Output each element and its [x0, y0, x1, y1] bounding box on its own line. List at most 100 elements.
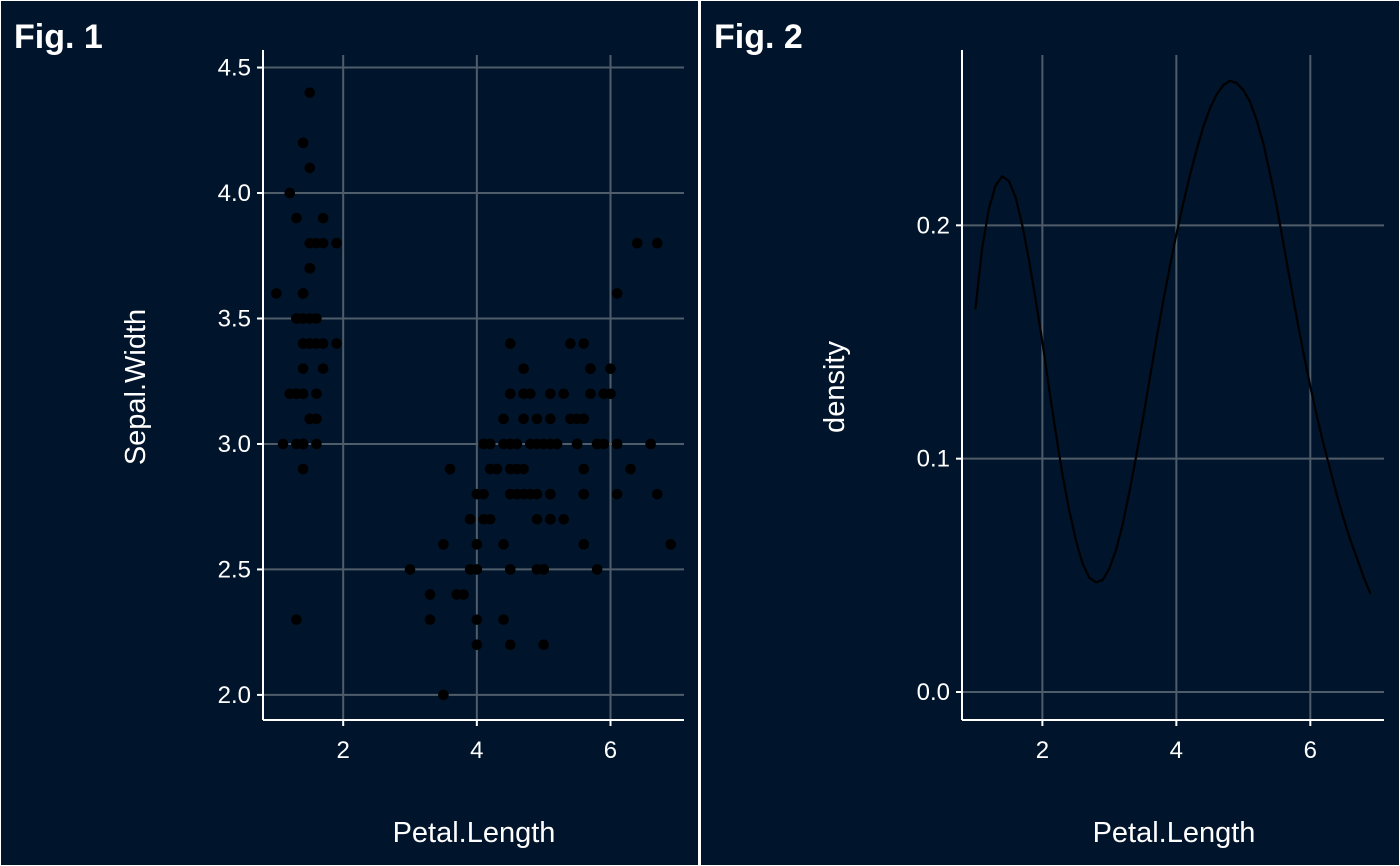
data-point — [491, 463, 503, 475]
panel-1-x-axis-title: Petal.Length — [393, 817, 556, 849]
data-point — [297, 137, 309, 149]
data-point — [631, 237, 643, 249]
data-point — [311, 438, 322, 450]
y-tick-label: 0.1 — [917, 446, 950, 473]
data-point — [558, 388, 570, 400]
panel-1-points — [271, 87, 676, 701]
data-point — [531, 513, 543, 525]
data-point — [471, 539, 483, 550]
data-point — [317, 212, 329, 224]
density-line — [974, 79, 1372, 595]
data-point — [451, 589, 463, 600]
data-point — [331, 338, 342, 349]
x-tick-label: 4 — [1170, 737, 1183, 764]
data-point — [291, 614, 302, 625]
data-point — [565, 413, 576, 425]
data-point — [605, 363, 616, 374]
data-point — [645, 438, 656, 450]
data-point — [511, 438, 523, 450]
data-point — [424, 614, 436, 625]
data-point — [484, 438, 496, 450]
data-point — [585, 363, 596, 374]
data-point — [471, 564, 483, 575]
panel-1-y-axis-title: Sepal.Width — [120, 309, 152, 465]
y-tick-label: 3.0 — [218, 431, 251, 458]
panel-2-tag: Fig. 2 — [714, 18, 803, 56]
data-point — [538, 639, 549, 651]
data-point — [478, 488, 489, 500]
data-point — [304, 413, 316, 425]
data-point — [304, 263, 316, 274]
panel-1-background — [1, 1, 698, 865]
data-point — [311, 313, 322, 324]
x-tick-label: 4 — [470, 737, 483, 764]
data-point — [525, 388, 536, 400]
y-tick-label: 0.2 — [917, 212, 950, 239]
data-point — [498, 539, 509, 550]
data-point — [504, 338, 516, 349]
data-point — [291, 313, 302, 324]
data-point — [404, 564, 416, 575]
data-point — [545, 488, 556, 500]
x-tick-label: 2 — [1036, 737, 1049, 764]
data-point — [484, 513, 496, 525]
x-tick-label: 6 — [1304, 737, 1317, 764]
data-point — [504, 488, 516, 500]
panel-1-x-ticks: 2 4 6 — [337, 720, 617, 764]
data-point — [611, 488, 623, 500]
data-point — [504, 564, 516, 575]
data-point — [578, 338, 590, 349]
y-tick-label: 4.5 — [218, 55, 251, 82]
data-point — [297, 363, 309, 374]
data-point — [317, 363, 329, 374]
data-point — [444, 463, 456, 475]
data-point — [297, 288, 309, 299]
data-point — [311, 388, 322, 400]
panel-1-tag: Fig. 1 — [14, 18, 103, 56]
panel-2-density-curve — [974, 79, 1372, 595]
y-tick-label: 0.0 — [917, 679, 950, 706]
data-point — [297, 388, 309, 400]
data-point — [565, 338, 576, 349]
data-point — [291, 212, 302, 224]
data-point — [591, 438, 603, 450]
data-point — [471, 639, 483, 651]
data-point — [471, 614, 483, 625]
data-point — [304, 87, 316, 98]
data-point — [578, 488, 590, 500]
data-point — [545, 513, 556, 525]
data-point — [498, 413, 509, 425]
data-point — [498, 614, 509, 625]
data-point — [297, 463, 309, 475]
panel-fig-1: 2.0 2.5 3.0 3.5 4.0 4.5 2 4 6 Fig. 1 Petal.Leng… — [1, 1, 698, 865]
data-point — [578, 539, 590, 550]
data-point — [518, 413, 529, 425]
data-point — [331, 237, 342, 249]
data-point — [525, 488, 536, 500]
panel-fig-2: 0.0 0.1 0.2 2 4 6 Fig. 2 Petal.Length densit… — [701, 1, 1399, 865]
y-tick-label: 2.0 — [218, 682, 251, 709]
data-point — [651, 488, 663, 500]
panel-2-y-ticks: 0.0 0.1 0.2 — [917, 212, 962, 706]
data-point — [504, 463, 516, 475]
data-point — [504, 639, 516, 651]
data-point — [625, 463, 636, 475]
x-tick-label: 6 — [604, 737, 617, 764]
panel-2-x-axis-title: Petal.Length — [1093, 817, 1256, 849]
y-tick-label: 2.5 — [218, 556, 251, 583]
data-point — [538, 564, 549, 575]
x-tick-label: 2 — [337, 737, 350, 764]
data-point — [271, 288, 282, 299]
data-point — [531, 413, 543, 425]
data-point — [611, 438, 623, 450]
y-tick-label: 4.0 — [218, 180, 251, 207]
data-point — [598, 388, 610, 400]
data-point — [518, 363, 529, 374]
data-point — [545, 413, 556, 425]
data-point — [464, 513, 476, 525]
data-point — [304, 338, 316, 349]
panel-1-y-ticks: 2.0 2.5 3.0 3.5 4.0 4.5 — [218, 55, 263, 709]
data-point — [438, 539, 449, 550]
y-tick-label: 3.5 — [218, 305, 251, 332]
